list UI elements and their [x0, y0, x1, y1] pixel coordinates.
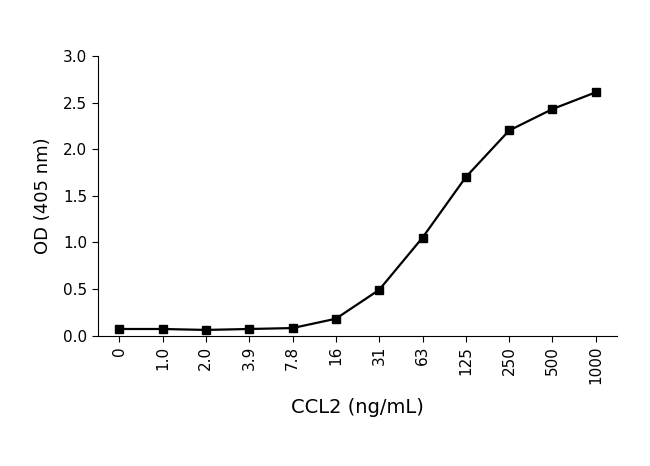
X-axis label: CCL2 (ng/mL): CCL2 (ng/mL) — [291, 398, 424, 418]
Y-axis label: OD (405 nm): OD (405 nm) — [34, 137, 52, 254]
